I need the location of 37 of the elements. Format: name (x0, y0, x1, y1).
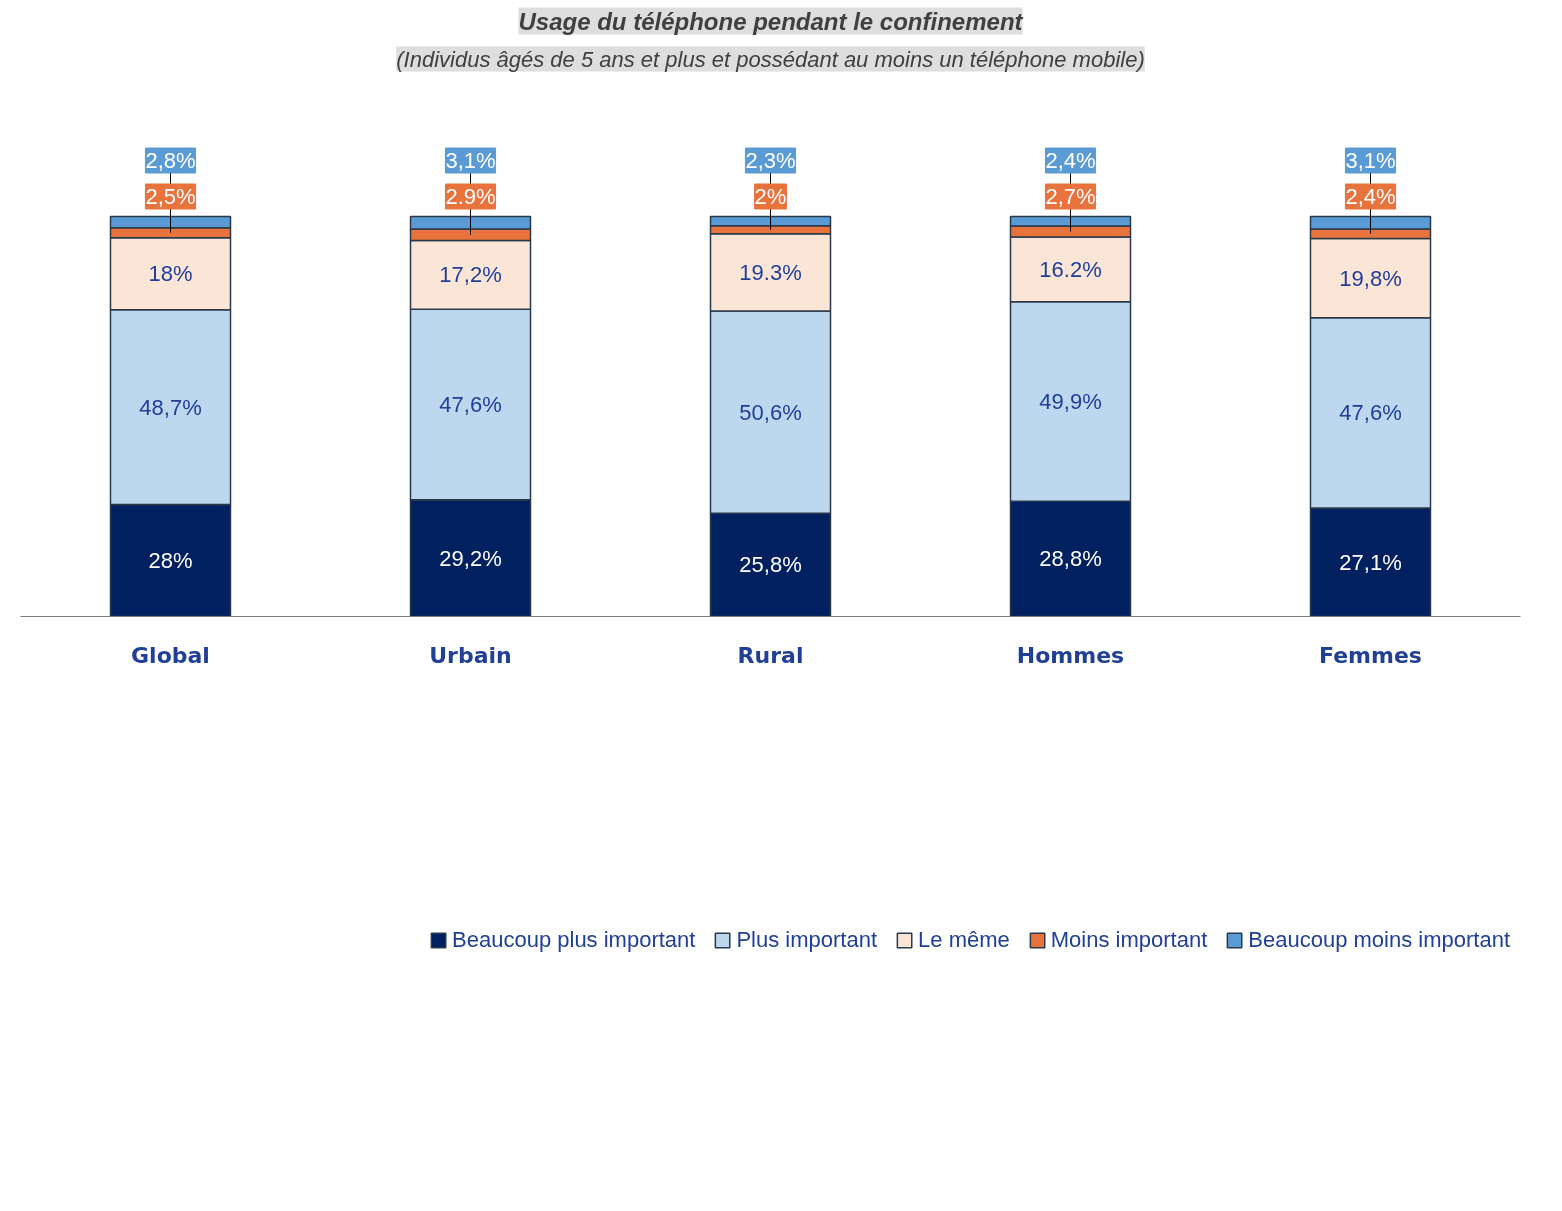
data-label: 3,1% (445, 148, 496, 173)
x-tick-label: Urbain (429, 642, 512, 668)
chart-title: Usage du téléphone pendant le confinement (518, 7, 1024, 35)
data-label: 2,8% (145, 148, 196, 173)
data-label: 2,5% (145, 184, 196, 209)
data-label: 25,8% (739, 552, 802, 578)
data-label: 50,6% (739, 399, 802, 425)
data-label: 2,3% (745, 148, 796, 173)
legend-label: Moins important (1050, 927, 1208, 953)
data-label: 2,7% (1045, 184, 1096, 209)
legend-label: Plus important (736, 927, 878, 953)
x-tick-label: Hommes (1016, 642, 1125, 668)
data-label: 28% (148, 548, 193, 573)
data-label: 49,9% (1039, 389, 1102, 414)
data-label: 18% (148, 261, 193, 287)
data-label: 2,4% (1345, 184, 1396, 209)
x-tick-label: Rural (737, 642, 804, 668)
data-label: 47,6% (439, 392, 502, 417)
data-label: 19,8% (1339, 265, 1402, 291)
data-label: 27,1% (1339, 549, 1402, 575)
data-label: 28,8% (1039, 546, 1102, 572)
data-label: 19.3% (739, 259, 802, 285)
data-label: 48,7% (139, 394, 202, 420)
data-label: 2.9% (445, 184, 496, 209)
legend-label: Le même (918, 927, 1010, 953)
data-label: 17,2% (439, 262, 502, 288)
data-label: 47,6% (1339, 400, 1402, 426)
legend-label: Beaucoup plus important (452, 927, 696, 953)
data-label: 2% (754, 184, 787, 209)
x-tick-label: Global (131, 642, 210, 668)
x-tick-label: Femmes (1319, 642, 1422, 668)
chart-subtitle: (Individus âgés de 5 ans et plus et possédant au moins un téléphone mobile) (396, 46, 1145, 72)
data-label: 16.2% (1039, 256, 1102, 282)
data-label: 29,2% (439, 545, 502, 571)
data-label: 3,1% (1345, 148, 1396, 173)
data-label: 2,4% (1045, 148, 1096, 173)
legend-label: Beaucoup moins important (1248, 927, 1510, 953)
